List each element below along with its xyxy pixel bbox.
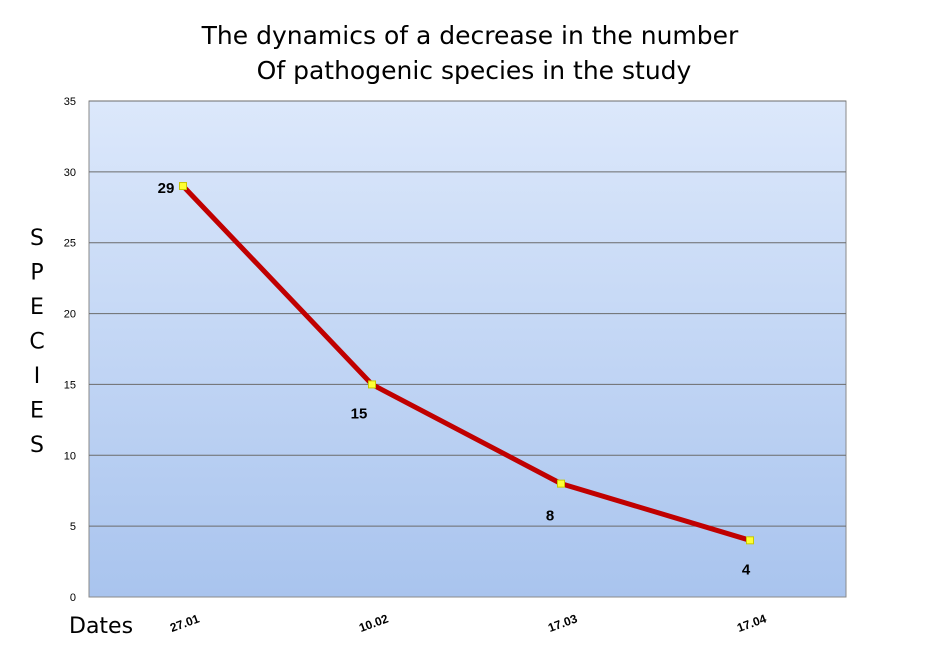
data-labels: 29 15 8 4 (158, 180, 751, 578)
data-point-marker (746, 536, 754, 545)
x-tick-label: 17.04 (735, 611, 768, 635)
y-axis-label-letter: S (30, 226, 44, 251)
markers (179, 182, 754, 545)
y-tick-labels: 0 5 10 15 20 25 30 35 (64, 96, 76, 604)
data-label: 15 (351, 405, 368, 422)
chart-title-line-1: The dynamics of a decrease in the number (201, 21, 739, 50)
y-tick-label: 25 (64, 238, 76, 250)
y-axis-label-letter: P (30, 261, 43, 286)
plot-area (88, 100, 847, 598)
series-group (180, 183, 753, 543)
series-line (180, 183, 753, 543)
data-point-marker (368, 380, 376, 389)
y-tick-label: 15 (64, 379, 76, 391)
data-label: 4 (742, 561, 751, 578)
y-axis-label-letter: E (30, 399, 44, 424)
x-tick-label: 17.03 (546, 611, 579, 635)
data-label: 8 (546, 508, 554, 525)
chart-title-line-2: Of pathogenic species in the study (257, 56, 692, 85)
x-axis-label: Dates (69, 614, 133, 639)
y-tick-label: 20 (64, 309, 76, 321)
y-tick-label: 5 (70, 521, 76, 533)
x-tick-label: 27.01 (168, 611, 201, 635)
y-axis-label-letter: S (30, 433, 44, 458)
y-tick-label: 30 (64, 167, 76, 179)
data-point-marker (179, 182, 187, 191)
data-point-marker (557, 479, 565, 488)
x-tick-labels: 27.01 10.02 17.03 17.04 (168, 611, 768, 635)
gridlines (89, 100, 846, 527)
y-tick-label: 35 (64, 96, 76, 108)
y-axis-label-letter: I (34, 364, 41, 389)
data-label: 29 (158, 180, 175, 197)
y-axis-label-letter: C (29, 330, 44, 355)
y-tick-label: 0 (70, 592, 76, 604)
y-axis-label-letter: E (30, 295, 44, 320)
x-tick-label: 10.02 (357, 611, 390, 635)
y-tick-label: 10 (64, 450, 76, 462)
